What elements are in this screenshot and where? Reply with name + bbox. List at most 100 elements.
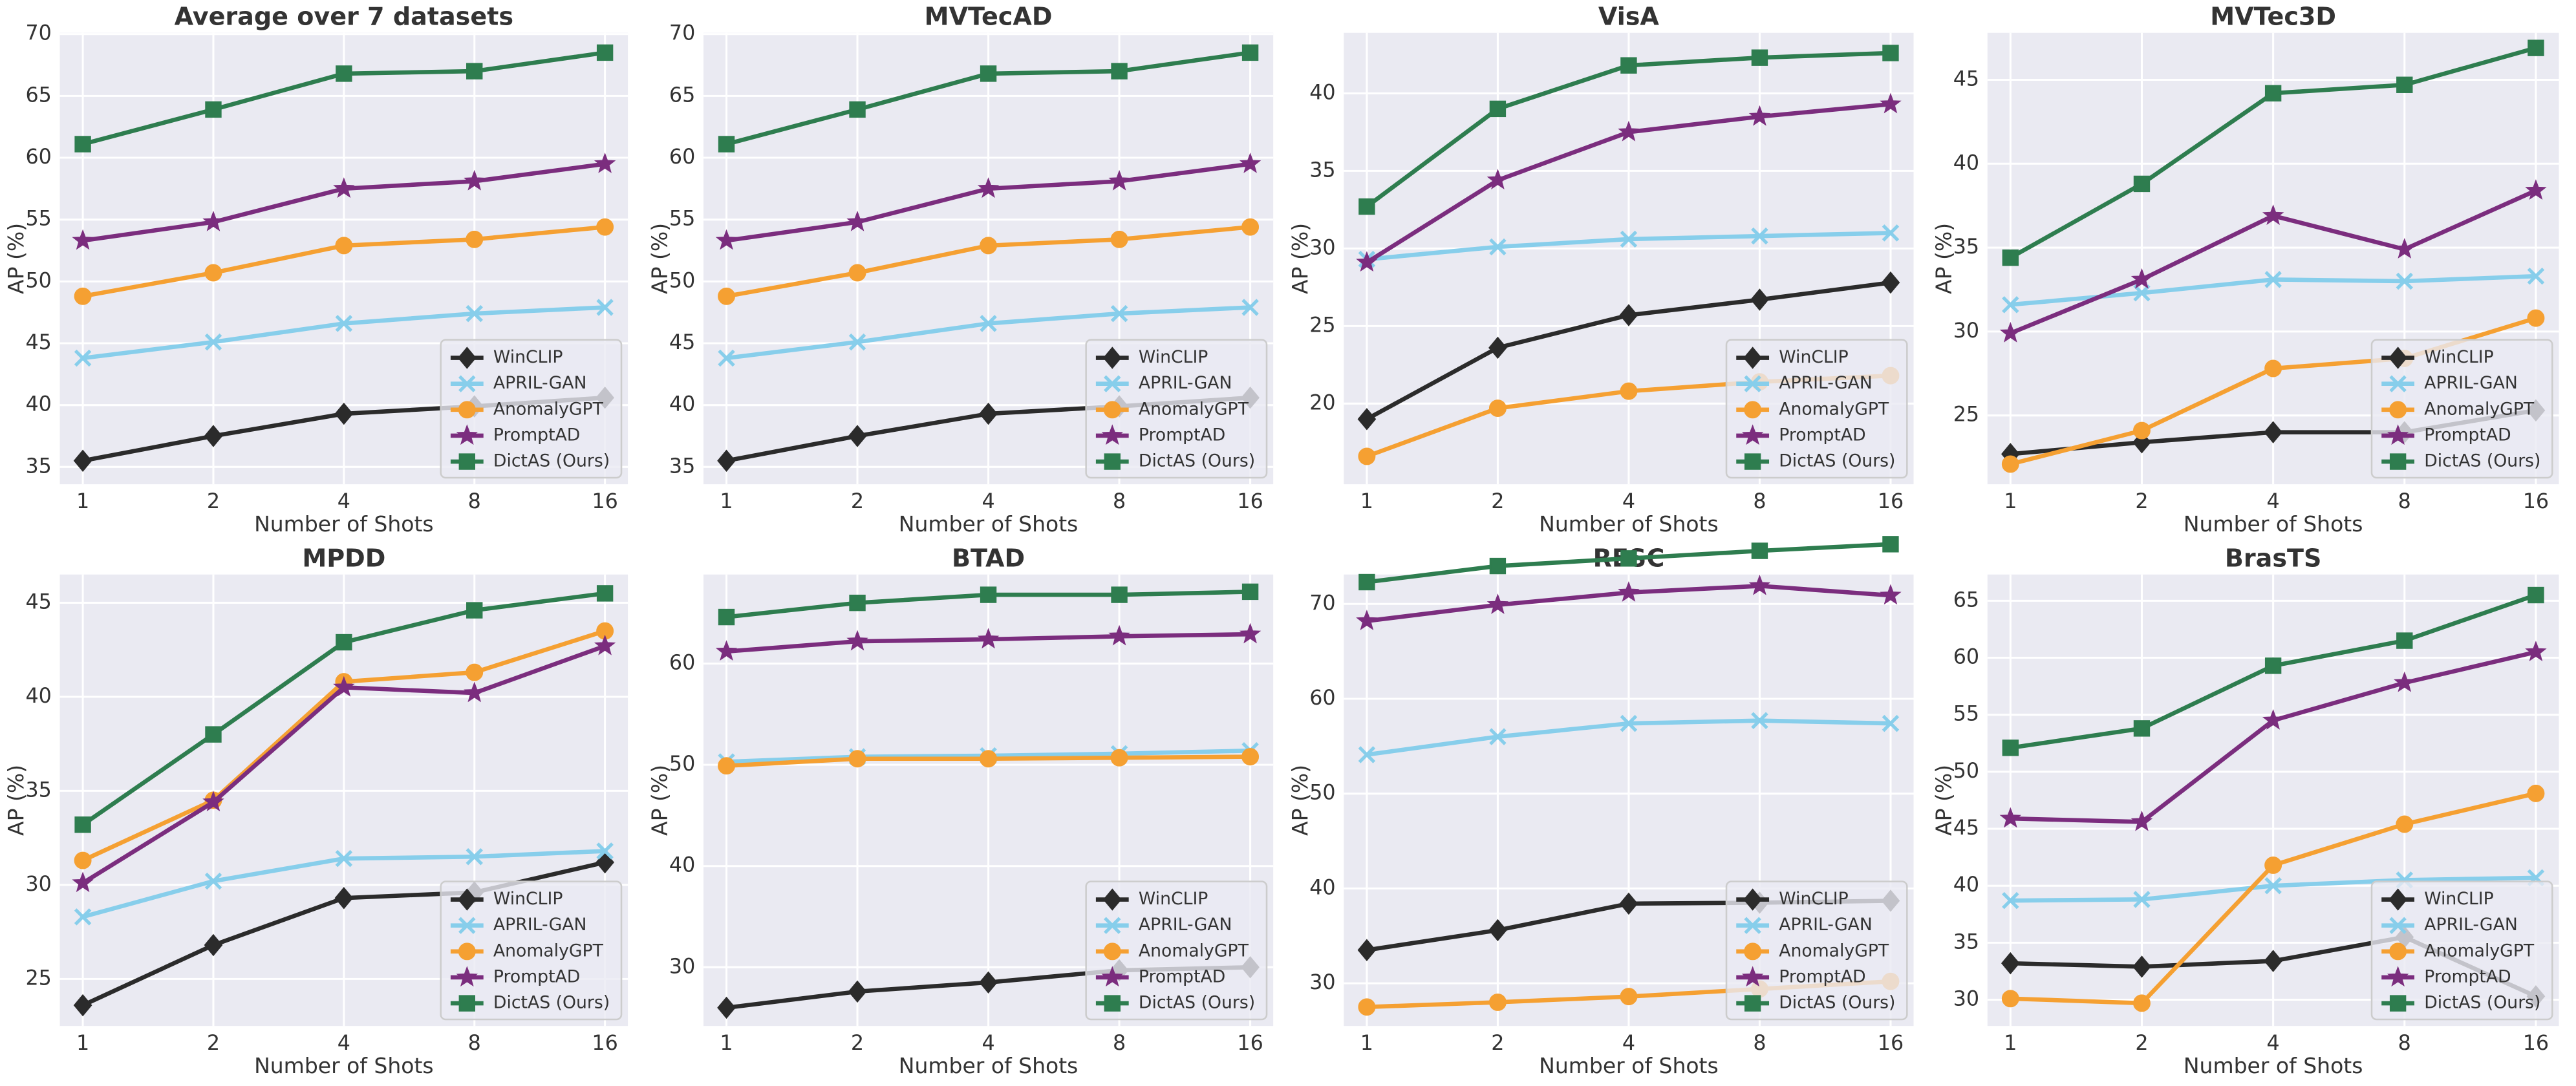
legend-label: PromptAD <box>493 425 580 445</box>
y-tick-label: 65 <box>1953 588 1979 612</box>
x-tick-label: 2 <box>851 1032 864 1055</box>
marker <box>1357 408 1377 431</box>
x-tick-label: 1 <box>720 490 733 513</box>
marker <box>1489 238 1507 256</box>
marker <box>1751 49 1768 66</box>
marker <box>2396 815 2414 833</box>
legend-label: DictAS (Ours) <box>493 451 610 471</box>
x-tick-label: 16 <box>592 490 617 513</box>
marker <box>2528 586 2544 604</box>
x-tick-label: 8 <box>468 1032 481 1055</box>
x-tick-label: 8 <box>2398 1032 2411 1055</box>
y-tick-label: 50 <box>669 752 695 776</box>
legend-box <box>2370 339 2553 479</box>
y-tick-label: 40 <box>1953 151 1979 175</box>
marker <box>1743 888 1762 911</box>
chart-title: MVTec3D <box>2210 2 2336 30</box>
marker <box>848 980 867 1003</box>
marker <box>1110 749 1128 767</box>
marker <box>2133 720 2151 737</box>
y-tick-label: 40 <box>669 393 695 416</box>
legend-label: DictAS (Ours) <box>1779 993 1895 1013</box>
chart-title: BrasTS <box>2225 544 2322 572</box>
marker <box>74 851 92 869</box>
marker <box>977 177 1000 198</box>
marker <box>457 888 477 911</box>
marker <box>1751 712 1768 729</box>
marker <box>458 942 476 961</box>
x-tick-label: 1 <box>2004 1032 2017 1055</box>
x-tick-label: 4 <box>2267 1032 2280 1055</box>
marker <box>456 966 478 987</box>
marker <box>1744 401 1762 419</box>
marker <box>1750 288 1769 311</box>
x-tick-label: 4 <box>982 490 994 513</box>
marker <box>2396 76 2413 93</box>
x-tick-label: 2 <box>207 1032 220 1055</box>
marker <box>2133 994 2151 1012</box>
subplot: 35 40 45 50 55 60 65 70 1 2 4 8 16 Average over 7 dat… <box>3 2 628 537</box>
marker <box>596 299 614 316</box>
marker <box>848 425 867 447</box>
chart-title: MPDD <box>302 544 385 572</box>
y-axis-label: AP (%) <box>647 223 672 294</box>
marker <box>2389 401 2407 419</box>
marker <box>1741 966 1764 987</box>
marker <box>2525 179 2547 200</box>
legend-label: APRIL-GAN <box>493 915 587 935</box>
marker <box>1882 536 1899 553</box>
marker <box>1619 304 1638 326</box>
y-tick-label: 45 <box>25 590 51 613</box>
x-tick-label: 4 <box>338 1032 350 1055</box>
legend-label: PromptAD <box>1779 425 1865 445</box>
legend-box <box>1085 880 1268 1021</box>
marker <box>74 349 92 367</box>
x-axis-label: Number of Shots <box>899 511 1079 537</box>
marker <box>848 333 866 351</box>
x-tick-label: 8 <box>2398 490 2411 513</box>
marker <box>2394 238 2416 259</box>
marker <box>1102 346 1122 369</box>
x-tick-label: 4 <box>1622 1032 1635 1055</box>
marker <box>846 630 868 651</box>
marker <box>204 933 223 957</box>
marker <box>458 375 476 392</box>
marker <box>2389 995 2407 1012</box>
marker <box>1487 593 1509 614</box>
x-tick-label: 16 <box>1878 490 1904 513</box>
legend-label: WinCLIP <box>1139 347 1208 367</box>
marker <box>204 333 222 351</box>
chart-title: Average over 7 datasets <box>175 2 513 30</box>
marker <box>594 634 616 655</box>
x-tick-label: 16 <box>2523 490 2549 513</box>
x-axis-label: Number of Shots <box>1539 511 1719 537</box>
y-tick-label: 50 <box>25 269 51 292</box>
legend-label: PromptAD <box>2424 966 2511 986</box>
y-tick-label: 40 <box>1309 876 1335 899</box>
marker <box>1358 998 1376 1016</box>
y-tick-label: 45 <box>669 331 695 354</box>
marker <box>1103 942 1121 961</box>
y-tick-label: 45 <box>1953 67 1979 90</box>
legend-label: PromptAD <box>493 966 580 986</box>
marker <box>1101 424 1124 445</box>
marker <box>596 218 614 236</box>
marker <box>594 153 616 173</box>
y-tick-label: 35 <box>1953 235 1979 259</box>
marker <box>1489 100 1507 118</box>
marker <box>2262 204 2284 225</box>
y-tick-label: 30 <box>1309 236 1335 259</box>
marker <box>1487 169 1509 189</box>
marker <box>718 287 735 305</box>
legend-label: PromptAD <box>1139 966 1225 986</box>
legend-label: DictAS (Ours) <box>493 993 610 1013</box>
marker <box>464 169 486 191</box>
marker <box>2264 85 2282 101</box>
marker <box>464 681 486 703</box>
marker <box>596 44 614 61</box>
x-tick-label: 1 <box>2004 490 2017 513</box>
marker <box>715 640 738 661</box>
marker <box>1356 610 1378 630</box>
marker <box>204 872 222 890</box>
